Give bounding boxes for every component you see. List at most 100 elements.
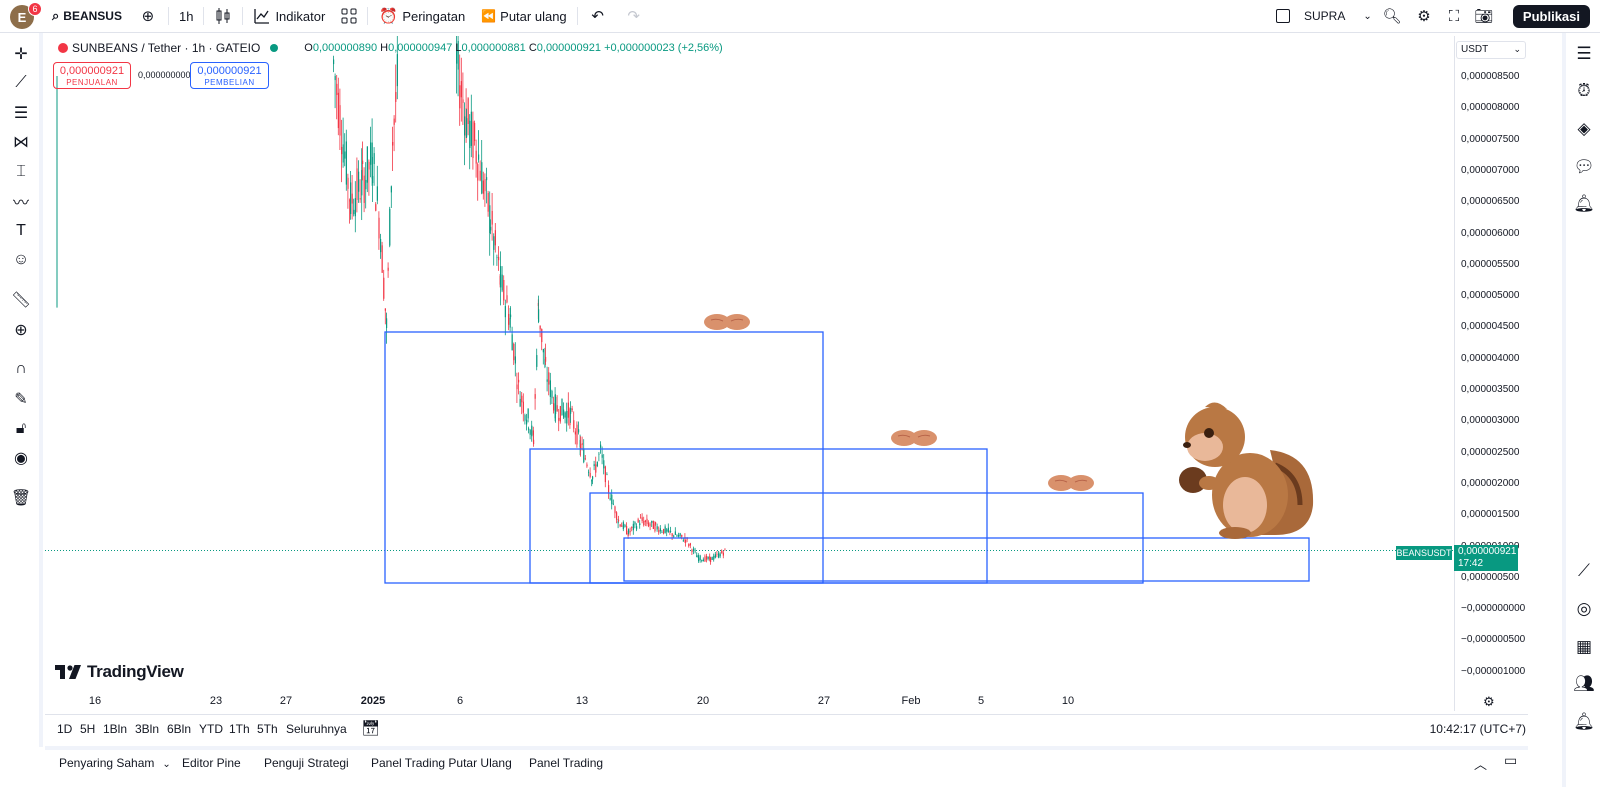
chart-canvas[interactable]	[45, 36, 1528, 711]
pine-editor-button[interactable]: ⟋	[1570, 557, 1598, 585]
divider	[167, 7, 169, 25]
redo-button[interactable]: ↷	[616, 0, 652, 33]
remove-drawings-tool[interactable]: 🗑︎	[8, 485, 34, 511]
range-button-seluruhnya[interactable]: Seluruhnya	[286, 722, 347, 736]
candle-body	[640, 517, 642, 519]
emoji-tool[interactable]: ☺	[8, 247, 34, 273]
measure-tool[interactable]: 📏︎	[8, 287, 34, 313]
hide-drawings-tool[interactable]: ◉	[8, 445, 34, 471]
lock-drawings-tool[interactable]: 🔓︎	[8, 416, 34, 442]
goto-date-button[interactable]: 📅︎	[361, 719, 380, 737]
candle-body	[384, 308, 386, 311]
candle-body	[389, 208, 391, 246]
text-tool[interactable]: T	[8, 218, 34, 244]
pattern-tool[interactable]: ⋈	[8, 129, 34, 155]
community-button[interactable]: 👥︎	[1570, 670, 1598, 698]
legend-l-label: L	[455, 42, 462, 54]
candle-body	[584, 458, 586, 460]
alerts-label: Peringatan	[402, 8, 466, 24]
symbol-search-button[interactable]: ⌕ BEANSUS	[44, 0, 130, 33]
replay-button[interactable]: ⏪ Putar ulang	[473, 0, 574, 33]
settings-button[interactable]: ⚙︎	[1406, 0, 1442, 33]
maximize-panel-button[interactable]: ▭	[1504, 752, 1517, 769]
bottom-tab[interactable]: Panel Trading Putar Ulang	[371, 756, 512, 770]
quick-search-button[interactable]: 🔍︎	[1374, 0, 1410, 33]
publish-button[interactable]: Publikasi	[1512, 5, 1590, 28]
candle-body	[704, 556, 706, 562]
candle-body	[529, 430, 531, 435]
bottom-tab[interactable]: Penguji Strategi	[264, 756, 349, 770]
calendar-button[interactable]: ▦	[1570, 633, 1598, 661]
candle-body	[359, 198, 361, 200]
bottom-tab[interactable]: Panel Trading	[529, 756, 603, 770]
price-axis[interactable]	[1454, 36, 1528, 711]
interval-button[interactable]: 1h	[178, 8, 194, 24]
candle-body	[699, 555, 701, 561]
candle-body	[353, 209, 355, 215]
layout-checkbox[interactable]	[1268, 0, 1298, 33]
price-tick-label: 0,000002500	[1461, 446, 1520, 458]
currency-select[interactable]: USDT ⌄	[1456, 41, 1526, 59]
projection-tool[interactable]: ⌶	[8, 159, 34, 185]
candle-body	[513, 343, 515, 361]
chevron-up-icon: ︿	[1474, 757, 1488, 772]
notifications-button[interactable]: 🔔︎	[1570, 190, 1598, 218]
bottom-tab[interactable]: Penyaring Saham ⌄	[59, 756, 171, 770]
eye-icon: ◉	[14, 450, 28, 467]
stay-in-draw-tool[interactable]: ✎	[8, 386, 34, 412]
chevron-down-icon: ⌄	[1363, 10, 1372, 22]
layout-name-button[interactable]: SUPRA ⌄	[1296, 0, 1380, 33]
sell-button[interactable]: 0,000000921 PENJUALAN	[53, 62, 131, 89]
undo-button[interactable]: ↶	[580, 0, 616, 33]
time-tick-label: 2025	[360, 695, 386, 707]
range-button-5h[interactable]: 5H	[80, 722, 96, 736]
alerts-panel-button[interactable]: ⏰︎	[1570, 77, 1598, 105]
candle-body	[561, 398, 563, 416]
trend-line-tool[interactable]: ⟋	[8, 70, 34, 96]
legend-symbol[interactable]: SUNBEANS / Tether · 1h · GATEIO	[72, 41, 261, 55]
range-button-3bln[interactable]: 3Bln	[135, 722, 160, 736]
layouts-button[interactable]	[333, 0, 365, 33]
compare-symbol-button[interactable]: ⊕	[130, 0, 166, 33]
legend-h-value: 0,000000947	[388, 42, 453, 54]
range-button-6bln[interactable]: 6Bln	[167, 722, 192, 736]
price-chart[interactable]	[45, 36, 1454, 691]
zoom-tool[interactable]: ⊕	[8, 317, 34, 343]
alerts-button[interactable]: ⏰ Peringatan	[370, 0, 473, 33]
candle-body	[589, 473, 591, 477]
range-button-1d[interactable]: 1D	[57, 722, 73, 736]
candle-body	[643, 521, 645, 526]
help-button[interactable]: 🔔︎	[1570, 708, 1598, 736]
candle-body	[616, 512, 618, 520]
chart-type-button[interactable]	[206, 0, 240, 33]
sell-label: PENJUALAN	[66, 78, 118, 87]
buy-button[interactable]: 0,000000921 PEMBELIAN	[190, 62, 269, 89]
candle-body	[679, 533, 681, 536]
chevron-down-icon: ⌄	[1513, 44, 1521, 54]
brush-tool[interactable]: 〰	[8, 188, 34, 214]
range-bar	[45, 714, 1528, 744]
chat-button[interactable]: 💬︎	[1570, 153, 1598, 181]
crosshair-tool[interactable]: ✛	[8, 41, 34, 67]
fullscreen-button[interactable]: ⛶	[1436, 0, 1472, 33]
object-tree-button[interactable]: ◈	[1570, 115, 1598, 143]
snapshot-button[interactable]: 📷︎	[1466, 0, 1502, 33]
range-button-5th[interactable]: 5Th	[257, 722, 278, 736]
bottom-tab[interactable]: Editor Pine	[182, 756, 241, 770]
axis-settings-button[interactable]: ⚙︎	[1483, 694, 1495, 710]
time-axis[interactable]	[45, 690, 1454, 712]
tradingview-logo[interactable]: TradingView	[55, 662, 184, 682]
magnet-tool[interactable]: ∩	[8, 356, 34, 382]
range-button-1th[interactable]: 1Th	[229, 722, 250, 736]
speedometer-button[interactable]: ◎	[1570, 595, 1598, 623]
text-icon: T	[16, 222, 26, 239]
range-button-ytd[interactable]: YTD	[199, 722, 223, 736]
gauge-icon: ◎	[1576, 599, 1592, 618]
clock[interactable]: 10:42:17 (UTC+7)	[1429, 722, 1526, 736]
fib-tool[interactable]: ☰	[8, 100, 34, 126]
indicators-button[interactable]: Indikator	[245, 0, 333, 33]
watchlist-button[interactable]: ☰	[1570, 40, 1598, 68]
redo-icon: ↷	[627, 8, 640, 25]
range-button-1bln[interactable]: 1Bln	[103, 722, 128, 736]
collapse-panel-button[interactable]: ︿	[1474, 754, 1487, 773]
